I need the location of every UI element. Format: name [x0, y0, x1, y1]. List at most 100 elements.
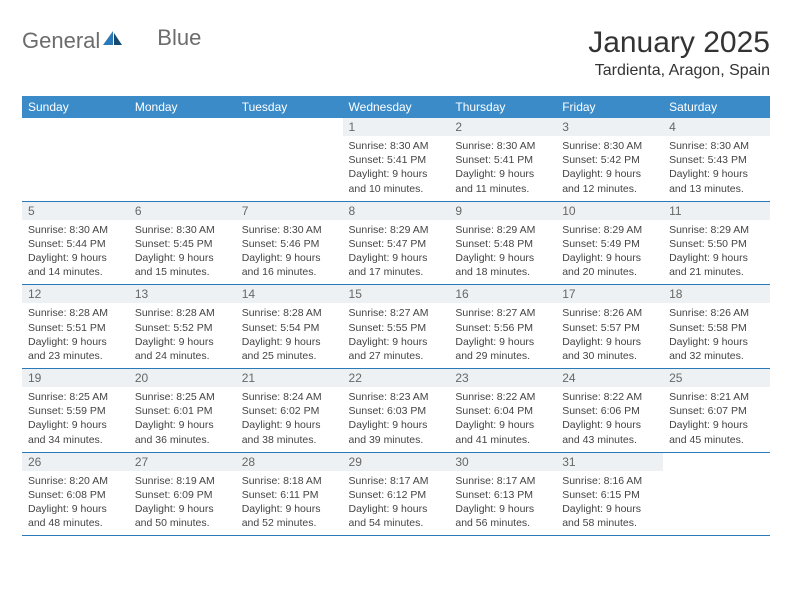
day-body: Sunrise: 8:27 AMSunset: 5:55 PMDaylight:…: [343, 303, 450, 368]
daylight-line: Daylight: 9 hours and 43 minutes.: [562, 419, 641, 445]
calendar-day-cell: 26Sunrise: 8:20 AMSunset: 6:08 PMDayligh…: [22, 452, 129, 536]
day-body: Sunrise: 8:21 AM Sunset: 6:07 PM Daylight:…: [663, 387, 770, 452]
calendar-empty-cell: [129, 118, 236, 201]
calendar-day-cell: 8Sunrise: 8:29 AMSunset: 5:47 PMDaylight…: [343, 201, 450, 285]
sunrise-line: Sunrise: 8:26 AM: [669, 307, 749, 319]
sail-icon: [103, 31, 123, 45]
daylight-line: Daylight: 9 hours and 38 minutes.: [242, 419, 321, 445]
sunrise-line: Sunrise: 8:30 AM: [455, 140, 535, 152]
sunset-line: Sunset: 6:12 PM: [349, 489, 427, 501]
day-number: 20: [129, 369, 236, 387]
calendar-day-cell: 3Sunrise: 8:30 AMSunset: 5:42 PMDaylight…: [556, 118, 663, 201]
daylight-line: Daylight: 9 hours and 36 minutes.: [135, 419, 214, 445]
sunset-line: Sunset: 6:06 PM: [562, 405, 640, 417]
daylight-line: Daylight: 9 hours and 45 minutes.: [669, 419, 748, 445]
sunrise-line: Sunrise: 8:21 AM: [669, 391, 749, 403]
day-body: Sunrise: 8:28 AMSunset: 5:52 PMDaylight:…: [129, 303, 236, 368]
sunset-line: Sunset: 6:03 PM: [349, 405, 427, 417]
daylight-line: Daylight: 9 hours and 14 minutes.: [28, 252, 107, 278]
sunrise-line: Sunrise: 8:29 AM: [562, 224, 642, 236]
day-number: 15: [343, 285, 450, 303]
sunset-line: Sunset: 5:55 PM: [349, 322, 427, 334]
day-body: Sunrise: 8:16 AMSunset: 6:15 PMDaylight:…: [556, 471, 663, 536]
daylight-line: Daylight: 9 hours and 13 minutes.: [669, 168, 748, 194]
daylight-line: Daylight: 9 hours and 20 minutes.: [562, 252, 641, 278]
weekday-header: Tuesday: [236, 96, 343, 118]
day-body: Sunrise: 8:30 AMSunset: 5:45 PMDaylight:…: [129, 220, 236, 285]
sunrise-line: Sunrise: 8:28 AM: [135, 307, 215, 319]
calendar-week-row: 5Sunrise: 8:30 AMSunset: 5:44 PMDaylight…: [22, 201, 770, 285]
day-number: [236, 118, 343, 136]
calendar-day-cell: 25Sunrise: 8:21 AMSunset: 6:07 PMDayligh…: [663, 369, 770, 453]
sunrise-line: Sunrise: 8:29 AM: [669, 224, 749, 236]
calendar-body: 1Sunrise: 8:30 AMSunset: 5:41 PMDaylight…: [22, 118, 770, 536]
day-body: Sunrise: 8:26 AMSunset: 5:57 PMDaylight:…: [556, 303, 663, 368]
sunrise-line: Sunrise: 8:23 AM: [349, 391, 429, 403]
calendar-day-cell: 5Sunrise: 8:30 AMSunset: 5:44 PMDaylight…: [22, 201, 129, 285]
sunrise-line: Sunrise: 8:30 AM: [669, 140, 749, 152]
day-body: Sunrise: 8:30 AMSunset: 5:41 PMDaylight:…: [343, 136, 450, 201]
calendar-day-cell: 29Sunrise: 8:17 AMSunset: 6:12 PMDayligh…: [343, 452, 450, 536]
daylight-line: Daylight: 9 hours and 15 minutes.: [135, 252, 214, 278]
sunrise-line: Sunrise: 8:30 AM: [562, 140, 642, 152]
calendar-week-row: 12Sunrise: 8:28 AMSunset: 5:51 PMDayligh…: [22, 285, 770, 369]
sunset-line: Sunset: 5:54 PM: [242, 322, 320, 334]
daylight-line: Daylight: 9 hours and 50 minutes.: [135, 503, 214, 529]
day-number: 11: [663, 202, 770, 220]
day-body: Sunrise: 8:22 AMSunset: 6:04 PMDaylight:…: [449, 387, 556, 452]
day-number: 4: [663, 118, 770, 136]
day-number: 6: [129, 202, 236, 220]
sunset-line: Sunset: 5:47 PM: [349, 238, 427, 250]
sunset-line: Sunset: 6:09 PM: [135, 489, 213, 501]
day-body: Sunrise: 8:27 AMSunset: 5:56 PMDaylight:…: [449, 303, 556, 368]
day-body: Sunrise: 8:22 AMSunset: 6:06 PMDaylight:…: [556, 387, 663, 452]
sunset-line: Sunset: 5:57 PM: [562, 322, 640, 334]
calendar-day-cell: 9Sunrise: 8:29 AMSunset: 5:48 PMDaylight…: [449, 201, 556, 285]
calendar-day-cell: 6Sunrise: 8:30 AMSunset: 5:45 PMDaylight…: [129, 201, 236, 285]
day-number: 24: [556, 369, 663, 387]
day-number: [129, 118, 236, 136]
day-number: 17: [556, 285, 663, 303]
sunrise-line: Sunrise: 8:25 AM: [28, 391, 108, 403]
day-body: Sunrise: 8:20 AMSunset: 6:08 PMDaylight:…: [22, 471, 129, 536]
day-body: Sunrise: 8:29 AMSunset: 5:47 PMDaylight:…: [343, 220, 450, 285]
calendar-day-cell: 28Sunrise: 8:18 AMSunset: 6:11 PMDayligh…: [236, 452, 343, 536]
daylight-line: Daylight: 9 hours and 41 minutes.: [455, 419, 534, 445]
sunrise-line: Sunrise: 8:18 AM: [242, 475, 322, 487]
sunset-line: Sunset: 5:48 PM: [455, 238, 533, 250]
sunset-line: Sunset: 6:13 PM: [455, 489, 533, 501]
sunrise-line: Sunrise: 8:27 AM: [349, 307, 429, 319]
sunset-line: Sunset: 6:07 PM: [669, 405, 747, 417]
calendar-day-cell: 19Sunrise: 8:25 AMSunset: 5:59 PMDayligh…: [22, 369, 129, 453]
calendar-day-cell: 13Sunrise: 8:28 AMSunset: 5:52 PMDayligh…: [129, 285, 236, 369]
calendar-table: SundayMondayTuesdayWednesdayThursdayFrid…: [22, 96, 770, 536]
day-body: Sunrise: 8:26 AMSunset: 5:58 PMDaylight:…: [663, 303, 770, 368]
sunset-line: Sunset: 6:04 PM: [455, 405, 533, 417]
calendar-day-cell: 1Sunrise: 8:30 AMSunset: 5:41 PMDaylight…: [343, 118, 450, 201]
daylight-line: Daylight: 9 hours and 25 minutes.: [242, 336, 321, 362]
day-body: [236, 136, 343, 190]
calendar-day-cell: 7Sunrise: 8:30 AMSunset: 5:46 PMDaylight…: [236, 201, 343, 285]
sunset-line: Sunset: 5:46 PM: [242, 238, 320, 250]
day-body: [22, 136, 129, 190]
daylight-line: Daylight: 9 hours and 54 minutes.: [349, 503, 428, 529]
page-header: General Blue January 2025 Tardienta, Ara…: [22, 26, 770, 80]
day-number: 22: [343, 369, 450, 387]
sunset-line: Sunset: 5:49 PM: [562, 238, 640, 250]
day-number: 27: [129, 453, 236, 471]
sunset-line: Sunset: 5:43 PM: [669, 154, 747, 166]
day-number: 18: [663, 285, 770, 303]
day-number: 14: [236, 285, 343, 303]
daylight-line: Daylight: 9 hours and 39 minutes.: [349, 419, 428, 445]
daylight-line: Daylight: 9 hours and 17 minutes.: [349, 252, 428, 278]
calendar-empty-cell: [663, 452, 770, 536]
day-number: 19: [22, 369, 129, 387]
daylight-line: Daylight: 9 hours and 30 minutes.: [562, 336, 641, 362]
calendar-day-cell: 2Sunrise: 8:30 AMSunset: 5:41 PMDaylight…: [449, 118, 556, 201]
sunset-line: Sunset: 6:02 PM: [242, 405, 320, 417]
calendar-week-row: 1Sunrise: 8:30 AMSunset: 5:41 PMDaylight…: [22, 118, 770, 201]
sunrise-line: Sunrise: 8:30 AM: [28, 224, 108, 236]
day-number: 1: [343, 118, 450, 136]
sunset-line: Sunset: 6:01 PM: [135, 405, 213, 417]
sunset-line: Sunset: 5:56 PM: [455, 322, 533, 334]
